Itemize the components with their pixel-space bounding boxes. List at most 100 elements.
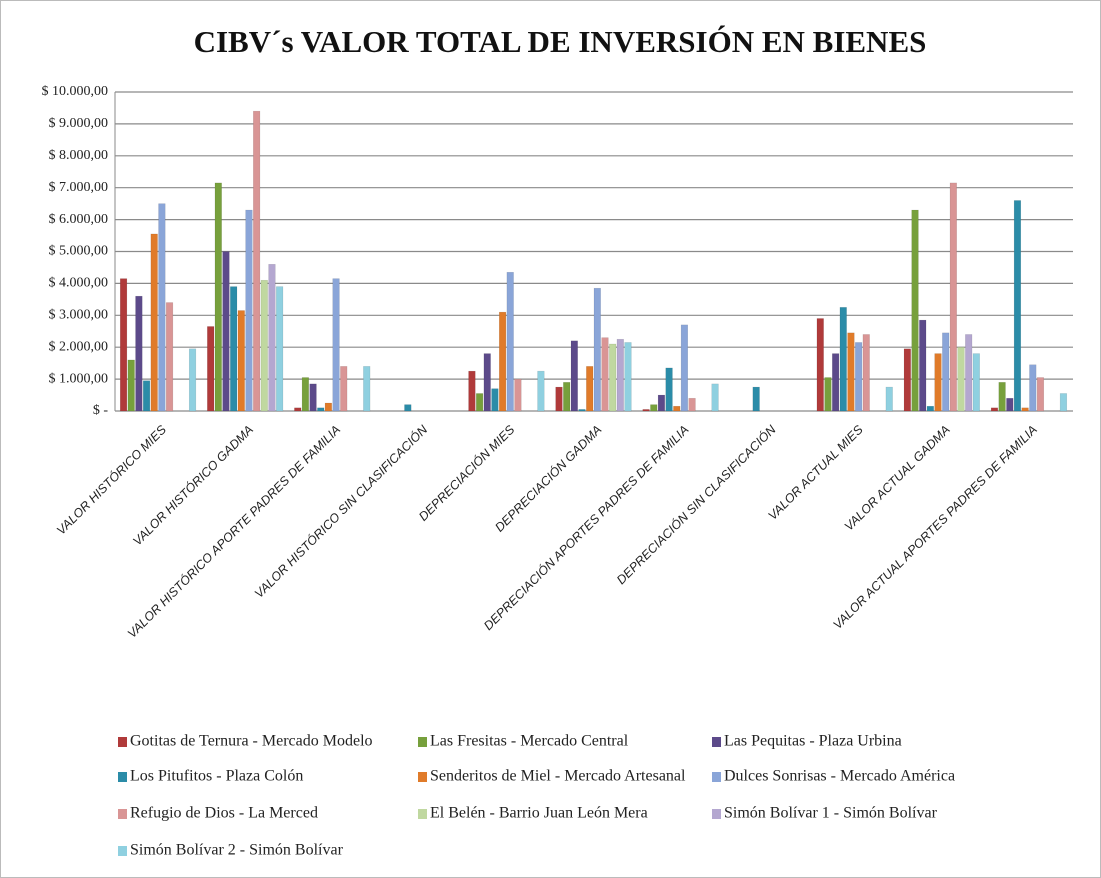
legend-label: Dulces Sonrisas - Mercado América [724, 768, 955, 785]
bar [965, 334, 973, 412]
bar [188, 348, 197, 412]
bar [207, 326, 215, 412]
legend-swatch [418, 772, 427, 782]
bar [135, 295, 143, 412]
bar [491, 388, 499, 412]
bar [1006, 397, 1014, 412]
bar [476, 393, 484, 412]
y-tick-label: $ 2.000,00 [49, 339, 109, 354]
bar [253, 110, 261, 412]
bar [1059, 393, 1068, 412]
bar [885, 386, 893, 412]
bar [555, 386, 563, 412]
bar [926, 405, 934, 412]
bar [230, 286, 238, 412]
legend-swatch [118, 846, 127, 856]
legend-swatch [118, 809, 127, 819]
bar [483, 353, 491, 412]
bar [998, 382, 1006, 412]
bar [832, 353, 840, 412]
bar [332, 278, 340, 412]
bar [711, 383, 719, 412]
bar [593, 287, 601, 412]
legend-label: Los Pitufitos - Plaza Colón [130, 768, 303, 785]
bar [1029, 364, 1037, 412]
bar [1021, 407, 1029, 412]
bar [142, 380, 151, 412]
legend-swatch [712, 772, 721, 782]
bar [245, 209, 253, 412]
bar [586, 366, 594, 412]
bar [294, 407, 302, 412]
legend-swatch [712, 809, 721, 819]
bar [150, 233, 158, 412]
bar [934, 353, 942, 412]
bar [1013, 200, 1022, 412]
bar [119, 278, 128, 412]
legend-label: Las Pequitas - Plaza Urbina [724, 733, 902, 750]
bar [972, 353, 980, 412]
bar [862, 334, 870, 412]
bar [990, 407, 999, 412]
legend-label: Simón Bolívar 1 - Simón Bolívar [724, 805, 938, 822]
y-tick-label: $ 5.000,00 [49, 244, 109, 259]
legend-label: Las Fresitas - Mercado Central [430, 733, 629, 750]
bar [498, 311, 507, 412]
legend-label: El Belén - Barrio Juan León Mera [430, 805, 648, 822]
bar [680, 324, 689, 412]
bar [514, 378, 522, 412]
bar [317, 407, 325, 412]
legend-swatch [418, 737, 427, 747]
bar [911, 209, 919, 412]
bar [222, 251, 230, 412]
bar [673, 405, 681, 412]
bar [688, 397, 696, 412]
bar [657, 394, 666, 412]
bar [570, 340, 578, 412]
y-tick-label: $ 9.000,00 [49, 116, 109, 131]
bar [578, 409, 586, 412]
bar [324, 402, 332, 412]
legend-label: Simón Bolívar 2 - Simón Bolívar [130, 842, 344, 859]
bar [276, 286, 284, 412]
bar [563, 382, 571, 412]
bar [1036, 377, 1045, 412]
y-tick-label: $ 1.000,00 [49, 371, 109, 386]
bar [340, 366, 348, 412]
bar [214, 182, 222, 412]
bar [506, 271, 514, 412]
bar [237, 310, 245, 412]
bar [903, 348, 911, 412]
bar [816, 318, 824, 412]
bar [309, 383, 317, 412]
y-tick-label: $ 3.000,00 [49, 308, 109, 323]
y-tick-label: $ 10.000,00 [42, 84, 109, 99]
legend-swatch [118, 737, 127, 747]
legend-swatch [118, 772, 127, 782]
bar [404, 404, 412, 412]
bar [847, 332, 855, 412]
bar [268, 264, 276, 412]
bar [824, 377, 832, 412]
bar [957, 346, 965, 412]
bar [752, 386, 760, 412]
bar [260, 279, 268, 412]
bar [839, 307, 847, 412]
bar [949, 182, 957, 412]
chart-title: CIBV´s VALOR TOTAL DE INVERSIÓN EN BIENE… [194, 24, 927, 59]
y-tick-label: $ 7.000,00 [49, 180, 109, 195]
bar [855, 342, 863, 412]
bar [537, 370, 545, 412]
bar [165, 302, 174, 412]
y-tick-label: $ - [93, 403, 109, 418]
legend-label: Refugio de Dios - La Merced [130, 805, 318, 822]
bar [616, 338, 624, 412]
bar [363, 366, 371, 412]
bar [650, 404, 658, 412]
bar [919, 319, 927, 412]
bar [127, 359, 135, 412]
bar [301, 377, 309, 412]
bar [601, 337, 609, 412]
